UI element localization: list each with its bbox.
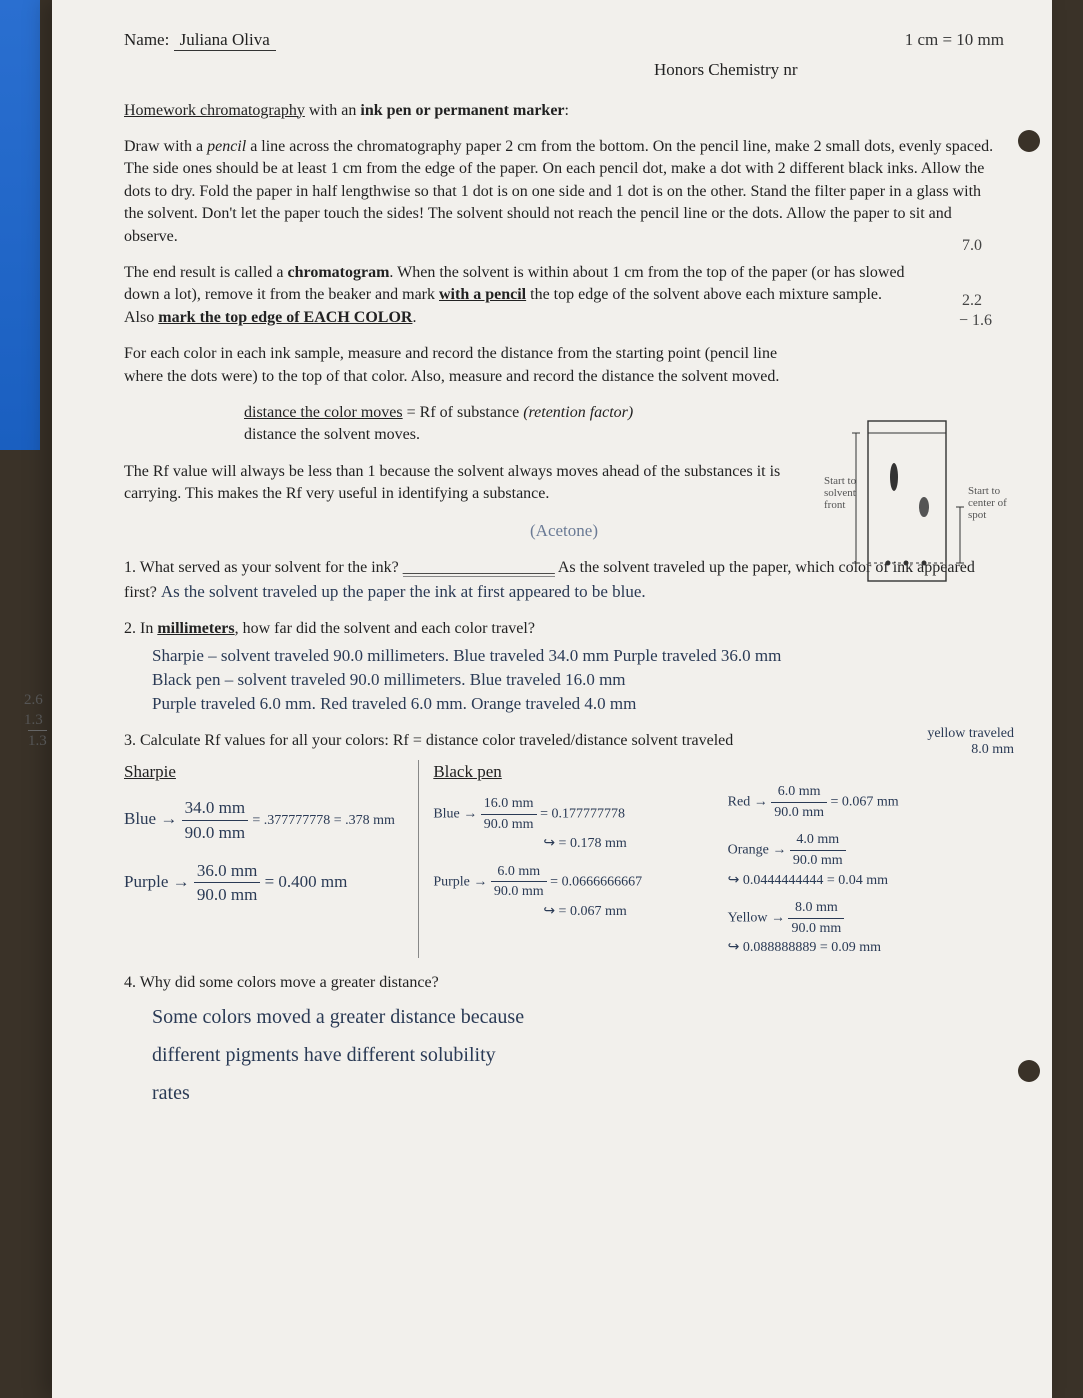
instructions-p2: The end result is called a chromatogram.…: [124, 262, 1004, 329]
worksheet-paper: Name: Juliana Oliva 1 cm = 10 mm Honors …: [52, 0, 1052, 1398]
punch-hole: [1018, 1060, 1040, 1082]
q1-answer: As the solvent traveled up the paper the…: [161, 582, 646, 601]
instructions-p3: For each color in each ink sample, measu…: [124, 343, 1004, 388]
chromatogram-diagram: Start to solvent front Start to center o…: [832, 415, 992, 595]
formula-denominator: distance the solvent moves.: [244, 426, 420, 443]
question-4: 4. Why did some colors move a greater di…: [124, 972, 1004, 994]
question-3: 3. Calculate Rf values for all your colo…: [124, 730, 1004, 752]
name-label: Name:: [124, 30, 169, 49]
punch-hole: [1018, 130, 1040, 152]
q3-calculations: Sharpie Blue → 34.0 mm90.0 mm = .3777777…: [124, 760, 1004, 958]
instructions-p1: Draw with a pencil a line across the chr…: [124, 136, 1004, 248]
blackpen-column: Black pen Blue → 16.0 mm90.0 mm = 0.1777…: [418, 760, 709, 958]
sharpie-column: Sharpie Blue → 34.0 mm90.0 mm = .3777777…: [124, 760, 400, 958]
course-title: Honors Chemistry nr: [124, 58, 1004, 82]
q4-answer: Some colors moved a greater distance bec…: [152, 998, 1004, 1112]
title-underlined: Homework chromatography: [124, 102, 305, 119]
question-2: 2. In millimeters, how far did the solve…: [124, 618, 1004, 640]
name-field: Name: Juliana Oliva: [124, 28, 276, 52]
homework-title: Homework chromatography with an ink pen …: [124, 100, 1004, 122]
blackpen-column-2: Red → 6.0 mm90.0 mm = 0.067 mm Orange → …: [728, 760, 1004, 958]
yellow-note: yellow traveled: [927, 726, 1014, 742]
margin-note: 1.3: [24, 710, 43, 731]
binder-strip: [0, 0, 40, 450]
name-value: Juliana Oliva: [174, 30, 276, 51]
margin-note: 2.6: [24, 690, 43, 711]
header: Name: Juliana Oliva 1 cm = 10 mm: [124, 28, 1004, 52]
margin-note: 1.3: [28, 730, 47, 752]
formula-numerator: distance the color moves: [244, 404, 403, 421]
col-header: Sharpie: [124, 760, 400, 784]
q2-answer: Sharpie – solvent traveled 90.0 millimet…: [152, 644, 1004, 715]
conversion-note: 1 cm = 10 mm: [905, 28, 1004, 52]
yellow-note: 8.0 mm: [927, 742, 1014, 758]
diagram-label: Start to center of spot: [968, 485, 1010, 521]
margin-note: 7.0: [962, 235, 982, 257]
diagram-label: Start to solvent front: [824, 475, 864, 511]
blank: ___________________: [403, 559, 555, 577]
margin-note: − 1.6: [959, 310, 992, 332]
col-header: Black pen: [433, 760, 709, 784]
